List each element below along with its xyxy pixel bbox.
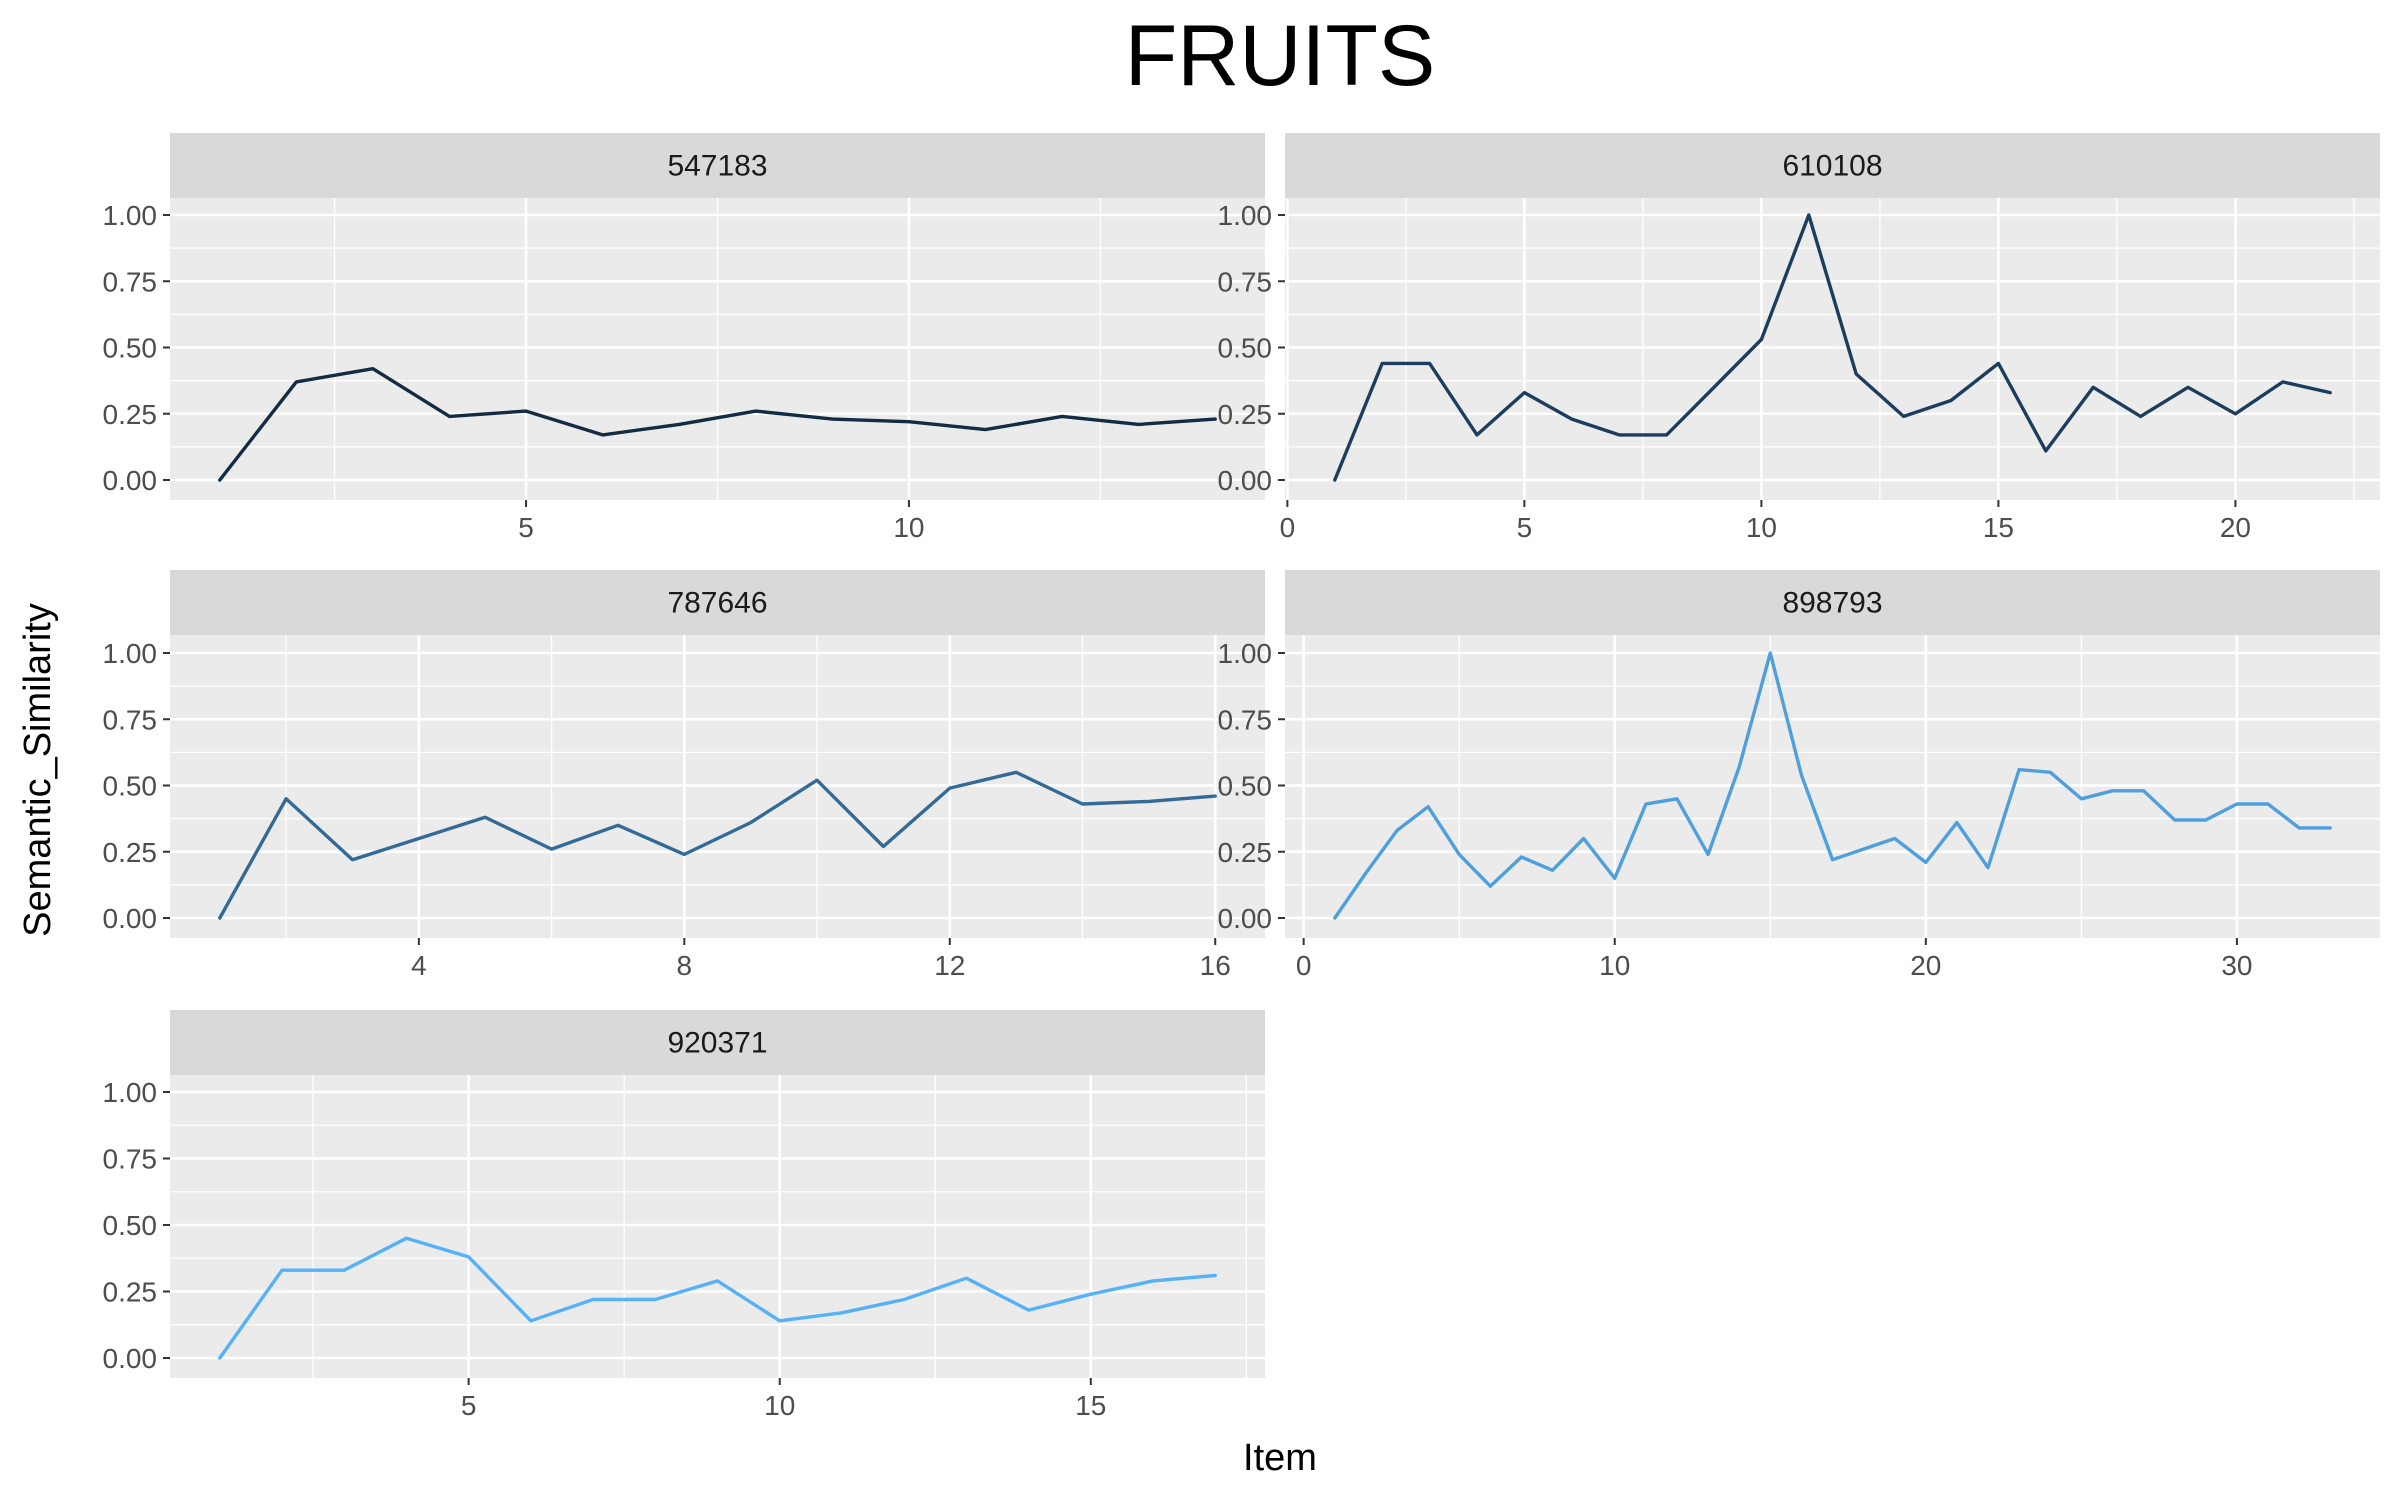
facet-strip-label: 898793	[1782, 587, 1882, 620]
x-tick-label: 30	[2221, 950, 2252, 981]
facet-strip	[1285, 570, 2380, 635]
y-tick-label: 1.00	[103, 200, 158, 231]
x-tick-label: 10	[1746, 512, 1777, 543]
y-tick-label: 1.00	[103, 1077, 158, 1108]
y-tick-label: 0.75	[1218, 704, 1273, 735]
facet-strip	[170, 570, 1265, 635]
y-tick-label: 0.00	[1218, 465, 1273, 496]
y-tick-label: 0.50	[1218, 771, 1273, 802]
facet-strip-label: 610108	[1782, 150, 1882, 183]
y-tick-label: 0.50	[103, 1210, 158, 1241]
x-tick-label: 4	[411, 950, 427, 981]
x-tick-label: 5	[1517, 512, 1533, 543]
y-tick-label: 0.25	[1218, 837, 1273, 868]
x-tick-label: 16	[1200, 950, 1231, 981]
x-tick-label: 8	[677, 950, 693, 981]
y-tick-label: 0.75	[103, 704, 158, 735]
y-tick-label: 1.00	[1218, 638, 1273, 669]
y-tick-label: 0.50	[103, 333, 158, 364]
x-tick-label: 0	[1280, 512, 1296, 543]
y-axis-title: Semantic_Similarity	[17, 603, 59, 937]
facet-panel-920371: 920371 0.00 0.25 0.50 0.75 1.00 5 10 15	[103, 1010, 1265, 1421]
y-tick-label: 0.50	[1218, 333, 1273, 364]
series-line-920371	[218, 1236, 1217, 1360]
y-tick-label: 0.25	[103, 399, 158, 430]
y-tick-label: 0.00	[103, 465, 158, 496]
facet-strip	[170, 133, 1265, 198]
y-tick-label: 0.75	[103, 1144, 158, 1175]
y-tick-label: 0.50	[103, 771, 158, 802]
series-line-787646	[218, 770, 1217, 920]
facet-strip	[1285, 133, 2380, 198]
facet-panel-787646: 787646 0.00 0.25 0.50 0.75 1.00 4 8 12 16	[103, 570, 1265, 981]
x-tick-label: 5	[461, 1390, 477, 1421]
facet-strip	[170, 1010, 1265, 1075]
facet-panel-547183: 547183 0.00 0.25 0.50 0.75 1.00 5 10	[103, 133, 1265, 543]
plot-background	[1285, 198, 2380, 500]
x-tick-label: 12	[934, 950, 965, 981]
plot-background	[170, 1075, 1265, 1378]
y-tick-label: 0.25	[103, 1277, 158, 1308]
facet-panel-898793: 898793 0.00 0.25 0.50 0.75 1.00 0 10 20 30	[1218, 570, 2380, 981]
facet-panel-610108: 610108 0.00 0.25 0.50 0.75 1.00 0 5 10 15 20	[1218, 133, 2380, 543]
x-tick-label: 10	[893, 512, 924, 543]
x-tick-label: 0	[1296, 950, 1312, 981]
x-tick-label: 5	[518, 512, 534, 543]
facet-strip-label: 547183	[667, 150, 767, 183]
x-tick-label: 15	[1983, 512, 2014, 543]
y-tick-label: 0.00	[103, 1343, 158, 1374]
y-tick-label: 0.00	[103, 903, 158, 934]
facet-strip-label: 920371	[667, 1027, 767, 1060]
x-tick-label: 15	[1075, 1390, 1106, 1421]
x-tick-label: 10	[1599, 950, 1630, 981]
y-tick-label: 0.25	[1218, 399, 1273, 430]
y-tick-label: 0.25	[103, 837, 158, 868]
chart-title: FRUITS	[1125, 8, 1436, 104]
series-line-898793	[1333, 651, 2332, 920]
facet-strip-label: 787646	[667, 587, 767, 620]
series-line-547183	[218, 367, 1217, 482]
y-tick-label: 1.00	[1218, 200, 1273, 231]
x-tick-label: 20	[2220, 512, 2251, 543]
series-line-610108	[1333, 213, 2332, 482]
y-tick-label: 0.75	[103, 266, 158, 297]
y-tick-label: 0.00	[1218, 903, 1273, 934]
x-axis-title: Item	[1243, 1437, 1317, 1479]
x-tick-label: 10	[764, 1390, 795, 1421]
x-tick-label: 20	[1910, 950, 1941, 981]
y-tick-label: 1.00	[103, 638, 158, 669]
y-tick-label: 0.75	[1218, 266, 1273, 297]
